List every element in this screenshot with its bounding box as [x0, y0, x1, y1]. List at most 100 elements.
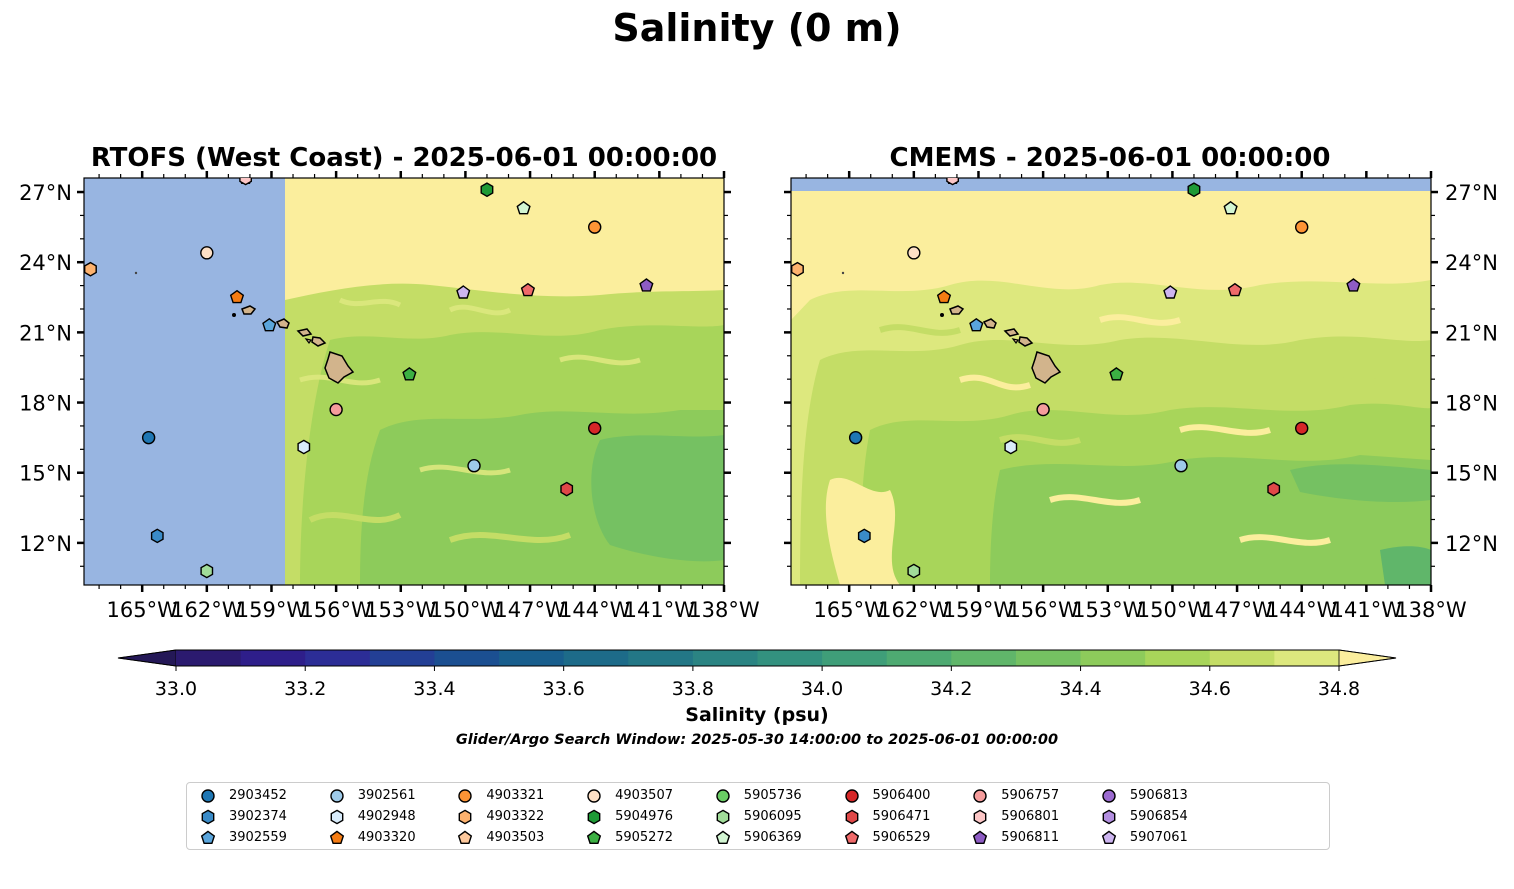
colorbar-tick-label: 34.4: [1059, 678, 1101, 700]
legend-marker-hexagon: [587, 809, 601, 825]
float-marker-2903452: [848, 430, 863, 445]
lon-tick-label: 147°W: [1201, 598, 1273, 622]
lon-tick-label: 147°W: [494, 598, 566, 622]
legend-marker: [586, 830, 602, 845]
legend-marker-hexagon: [201, 809, 215, 825]
float-marker-5907061: [456, 285, 471, 299]
lon-tick-label: 138°W: [688, 598, 760, 622]
hawaii-islands: [841, 271, 1062, 384]
legend-label: 3902561: [357, 788, 416, 803]
float-marker-5906095: [200, 563, 214, 579]
legend-marker-circle: [844, 789, 859, 803]
legend-marker-pentagon: [973, 830, 988, 845]
float-marker-4903321: [588, 220, 602, 234]
lat-tick-label: 21°N: [1445, 321, 1498, 345]
lon-tick-label: 162°W: [878, 598, 950, 622]
float-marker-5906757: [1036, 402, 1050, 417]
legend-marker-hexagon: [1102, 809, 1116, 825]
legend-marker: [973, 830, 988, 845]
float-marker-4903320: [229, 289, 245, 304]
lat-tick-label: 24°N: [1445, 251, 1498, 275]
legend-marker: [1102, 789, 1116, 803]
colorbar-segment: [886, 650, 952, 666]
legend-marker: [587, 809, 601, 825]
colorbar-tick-label: 33.2: [284, 678, 326, 700]
legend-label: 5906529: [872, 830, 931, 845]
legend-marker-hexagon: [845, 809, 858, 825]
colorbar-segment: [692, 650, 758, 666]
hawaii-islands: [134, 271, 355, 384]
legend-marker-circle: [329, 789, 344, 803]
lon-tick-label: 144°W: [1266, 598, 1338, 622]
lon-tick-label: 156°W: [300, 598, 372, 622]
legend-marker: [458, 830, 473, 845]
legend-marker: [715, 830, 730, 845]
float-marker-5905272: [402, 367, 417, 381]
colorbar-segment: [499, 650, 565, 666]
float-marker-5906095: [907, 563, 921, 579]
lat-tick-label: 27°N: [1445, 181, 1498, 205]
float-marker-4903507: [907, 246, 921, 260]
legend-label: 4903507: [615, 788, 673, 803]
colorbar-segment: [434, 650, 500, 666]
legend-marker: [329, 830, 344, 845]
float-marker-3902561: [1174, 459, 1188, 473]
colorbar: 33.0 33.2 33.4 33.6 33.8 34.0 34.2 34.4 34.6 34.8: [117, 649, 1397, 700]
colorbar-tick-label: 34.0: [801, 678, 843, 700]
lon-tick-label: 159°W: [236, 598, 308, 622]
lat-tick-label: 15°N: [1445, 462, 1498, 486]
legend-marker-pentagon: [844, 830, 859, 845]
legend-marker: [845, 809, 858, 825]
float-marker-5906811: [639, 278, 654, 292]
legend-label: 5906757: [1001, 788, 1060, 803]
legend-label: 5906811: [1001, 830, 1060, 845]
legend-label: 4903320: [357, 830, 416, 845]
legend-marker: [329, 789, 344, 803]
float-marker-5904976: [480, 182, 494, 198]
legend-marker: [716, 809, 730, 825]
float-marker-4903320: [936, 289, 952, 304]
lon-tick-label: 153°W: [1072, 598, 1144, 622]
colorbar-segment: [1145, 650, 1211, 666]
float-marker-5904976: [1187, 182, 1201, 198]
legend-label: 5906095: [743, 809, 802, 824]
legend-label: 5905736: [743, 788, 802, 803]
legend-marker: [201, 809, 215, 825]
float-marker-3902374: [150, 528, 164, 544]
legend-label: 5906801: [1001, 809, 1060, 824]
float-marker-5906471: [560, 481, 574, 497]
legend-marker-circle: [973, 789, 987, 803]
float-marker-5905272: [1109, 367, 1124, 381]
legend-label: 3902374: [229, 809, 287, 824]
colorbar-segment: [305, 650, 371, 666]
figure-title: Salinity (0 m): [612, 6, 902, 50]
legend-label: 4903503: [486, 830, 545, 845]
lat-tick-label: 15°N: [19, 462, 72, 486]
map-panel-cmems: 165°W162°W159°W156°W153°W150°W147°W144°W…: [784, 171, 1498, 622]
colorbar-tick-label: 33.0: [155, 678, 197, 700]
float-marker-3902559: [969, 317, 984, 332]
no-data-band: [791, 178, 1431, 191]
float-marker-5906369: [1223, 200, 1238, 215]
lat-tick-label: 18°N: [1445, 392, 1498, 416]
colorbar-tick-label: 33.4: [413, 678, 455, 700]
lat-tick-label: 21°N: [19, 321, 72, 345]
float-marker-4902948: [297, 439, 311, 455]
colorbar-segment: [1080, 650, 1146, 666]
legend-label: 4903321: [486, 788, 545, 803]
colorbar-segment: [628, 650, 694, 666]
axis-ticks-rtofs: 165°W162°W159°W156°W153°W150°W147°W144°W…: [19, 171, 760, 622]
legend-label: 5906813: [1129, 788, 1188, 803]
legend-marker: [330, 809, 344, 825]
float-marker-2903452: [141, 430, 156, 445]
legend-marker: [201, 789, 215, 803]
lat-tick-label: 24°N: [19, 251, 72, 275]
legend-marker: [973, 809, 987, 825]
lat-tick-label: 12°N: [19, 532, 72, 556]
float-marker-4903322: [84, 261, 97, 277]
legend-marker: [973, 789, 987, 803]
float-legend: 2903452 3902374 3902559 3902561 4902948 49033…: [186, 782, 1330, 850]
legend-marker: [1101, 830, 1117, 845]
legend-marker-pentagon: [586, 830, 602, 845]
colorbar-segment: [757, 650, 823, 666]
